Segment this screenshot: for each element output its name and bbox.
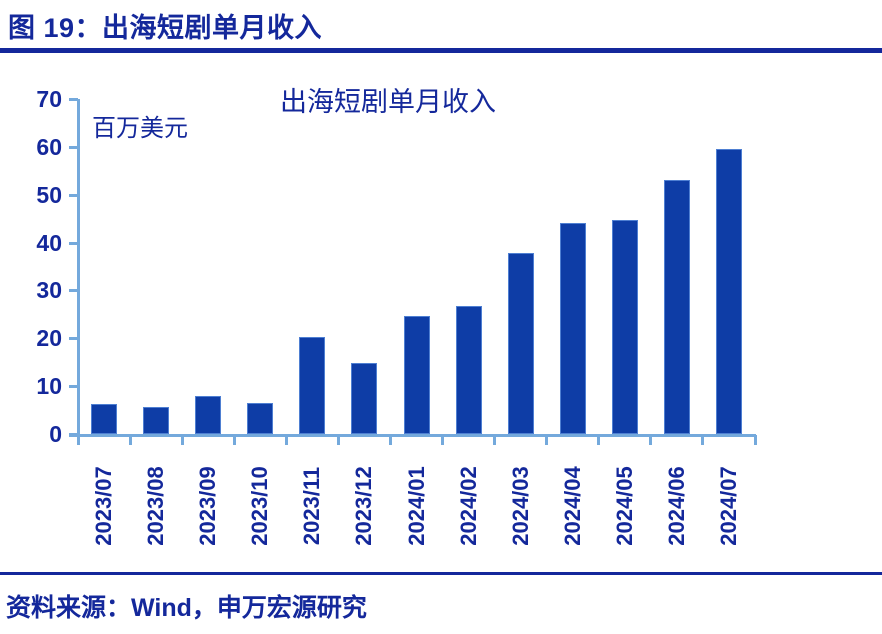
x-axis-tick-label: 2024/03 bbox=[507, 466, 533, 546]
x-axis-tick bbox=[76, 435, 80, 445]
y-axis-tick-label: 40 bbox=[36, 229, 62, 256]
x-axis-tick bbox=[545, 435, 549, 445]
y-axis-tick bbox=[69, 241, 78, 245]
x-axis-tick-label: 2023/11 bbox=[299, 466, 325, 546]
y-axis-tick bbox=[69, 433, 78, 436]
x-axis-tick-label: 2023/08 bbox=[143, 466, 169, 546]
x-axis-tick-label: 2023/07 bbox=[91, 466, 117, 546]
bar-2023-12 bbox=[351, 363, 378, 434]
x-axis-tick-label: 2024/05 bbox=[611, 466, 637, 546]
y-axis-tick bbox=[69, 289, 78, 293]
x-axis-tick bbox=[701, 435, 705, 445]
y-axis-tick bbox=[69, 337, 78, 341]
x-axis-tick bbox=[128, 435, 132, 445]
x-axis-line bbox=[69, 434, 756, 437]
bar-2024-06 bbox=[663, 180, 690, 434]
x-axis-tick bbox=[284, 435, 288, 445]
source-note: 资料来源：Wind，申万宏源研究 bbox=[6, 594, 367, 622]
y-axis-tick bbox=[69, 98, 78, 101]
x-axis-tick bbox=[753, 435, 757, 445]
x-axis-tick bbox=[441, 435, 445, 445]
y-axis-tick-label: 10 bbox=[36, 373, 62, 400]
bar-2023-07 bbox=[91, 403, 118, 434]
x-axis-tick bbox=[336, 435, 340, 445]
footer-divider bbox=[0, 572, 882, 575]
bar-2024-03 bbox=[507, 252, 534, 434]
y-axis-tick-label: 30 bbox=[36, 277, 62, 304]
y-axis-unit-label: 百万美元 bbox=[92, 115, 188, 142]
bar-2024-02 bbox=[455, 306, 482, 434]
y-axis-tick-label: 50 bbox=[36, 181, 62, 208]
x-axis-tick-label: 2023/09 bbox=[195, 466, 221, 546]
bar-2024-04 bbox=[559, 223, 586, 434]
bar-2024-01 bbox=[403, 315, 430, 434]
y-axis-tick-label: 60 bbox=[36, 133, 62, 160]
x-axis-tick-label: 2024/01 bbox=[403, 466, 429, 546]
x-axis-tick-label: 2023/12 bbox=[351, 466, 377, 546]
bar-2024-07 bbox=[715, 148, 742, 434]
x-axis-tick-label: 2024/07 bbox=[715, 466, 741, 546]
bar-2023-09 bbox=[195, 395, 222, 434]
x-axis-tick bbox=[597, 435, 601, 445]
y-axis-tick-label: 70 bbox=[36, 86, 62, 112]
y-axis-tick bbox=[69, 385, 78, 389]
x-axis-tick-label: 2024/04 bbox=[559, 466, 585, 546]
x-axis-tick-label: 2024/02 bbox=[455, 466, 481, 546]
x-axis-tick-label: 2023/10 bbox=[247, 466, 273, 546]
figure-title: 图 19：出海短剧单月收入 bbox=[8, 13, 323, 43]
x-axis-tick bbox=[493, 435, 497, 445]
y-axis-tick bbox=[69, 145, 78, 149]
x-axis-tick bbox=[180, 435, 184, 445]
y-axis-tick bbox=[69, 193, 78, 197]
y-axis-line bbox=[77, 99, 80, 436]
x-axis-tick bbox=[388, 435, 392, 445]
bar-2023-08 bbox=[143, 407, 170, 434]
x-axis-tick bbox=[649, 435, 653, 445]
chart-title: 出海短剧单月收入 bbox=[280, 87, 496, 117]
header-divider bbox=[0, 48, 882, 53]
y-axis-tick-label: 20 bbox=[36, 325, 62, 352]
x-axis-tick-label: 2024/06 bbox=[663, 466, 689, 546]
bar-2023-11 bbox=[299, 337, 326, 434]
bar-2024-05 bbox=[611, 220, 638, 434]
y-axis-tick-label: 0 bbox=[49, 421, 62, 447]
x-axis-tick bbox=[232, 435, 236, 445]
bar-2023-10 bbox=[247, 402, 274, 434]
